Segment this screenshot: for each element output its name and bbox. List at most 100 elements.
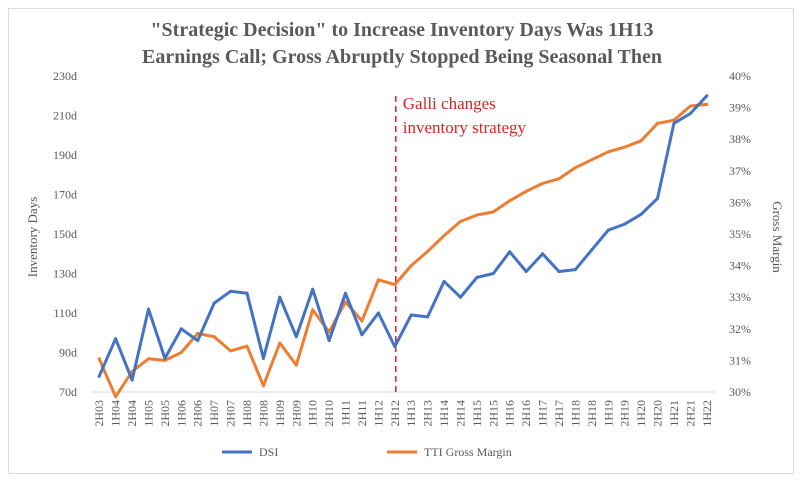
right-tick-label: 38% <box>729 132 751 146</box>
x-tick-label: 2H05 <box>158 400 172 427</box>
gross-margin-point <box>557 177 561 181</box>
x-tick-label: 2H07 <box>224 400 238 427</box>
x-tick-label: 2H03 <box>92 400 106 427</box>
x-tick-label: 2H17 <box>552 400 566 427</box>
gross-margin-point <box>639 139 643 143</box>
x-tick-label: 1H11 <box>339 400 353 426</box>
x-tick-label: 1H19 <box>601 400 615 427</box>
dsi-point <box>409 313 413 317</box>
dsi-point <box>376 311 380 315</box>
left-tick-label: 90d <box>59 346 77 360</box>
dsi-point <box>311 287 315 291</box>
left-tick-label: 170d <box>53 188 77 202</box>
gross-margin-point <box>147 357 150 361</box>
annotation-line-2: inventory strategy <box>403 118 527 137</box>
chart-title-line-2: Earnings Call; Gross Abruptly Stopped Be… <box>142 46 662 68</box>
dsi-point <box>442 279 446 283</box>
gross-margin-point <box>261 384 265 388</box>
gross-margin-point <box>459 219 462 223</box>
x-tick-label: 2H16 <box>519 400 533 427</box>
right-tick-label: 33% <box>729 290 751 304</box>
gross-margin-point <box>508 199 512 203</box>
x-tick-label: 1H05 <box>141 400 155 427</box>
gross-margin-point <box>688 104 692 108</box>
gross-margin-point <box>229 349 233 353</box>
dsi-point <box>245 291 249 295</box>
gross-margin-point <box>196 332 200 335</box>
dsi-point <box>557 270 561 273</box>
dsi-point <box>294 335 298 339</box>
gross-margin-point <box>606 150 610 154</box>
gross-margin-point <box>327 330 331 334</box>
x-tick-label: 1H18 <box>568 400 582 427</box>
left-tick-label: 230d <box>53 69 77 83</box>
right-tick-label: 35% <box>729 227 751 241</box>
x-tick-label: 2H21 <box>683 400 697 427</box>
gross-margin-point <box>245 344 249 348</box>
x-tick-label: 2H10 <box>322 400 336 427</box>
dsi-point <box>147 307 150 311</box>
dsi-point <box>426 315 430 319</box>
dsi-point <box>114 337 118 341</box>
dsi-point <box>196 339 200 343</box>
dsi-point <box>491 272 495 275</box>
left-tick-label: 130d <box>53 267 77 281</box>
x-tick-label: 2H06 <box>191 400 205 427</box>
gross-margin-point <box>278 341 282 345</box>
legend-gross-margin-label: TTI Gross Margin <box>424 445 512 459</box>
gross-margin-point <box>393 283 397 287</box>
dsi-point <box>639 212 643 216</box>
dsi-series-line <box>97 94 709 382</box>
gross-margin-point <box>426 249 430 253</box>
chart-canvas: "Strategic Decision" to Increase Invento… <box>25 19 785 459</box>
gross-margin-point <box>179 351 183 354</box>
x-tick-label: 1H12 <box>371 400 385 427</box>
dsi-point <box>623 222 627 226</box>
right-tick-label: 31% <box>729 353 751 367</box>
left-tick-label: 150d <box>53 227 77 241</box>
left-axis-label: Inventory Days <box>25 197 40 278</box>
dsi-point <box>360 333 364 337</box>
plot-area: 70d 90d 110d 130d 150d 170d 190d 210d 230d 30% 31%… <box>53 69 751 427</box>
dsi-point <box>541 252 545 256</box>
gross-margin-point <box>360 319 364 323</box>
x-tick-label: 1H17 <box>536 400 550 427</box>
dsi-point <box>393 345 397 349</box>
gross-margin-point <box>656 121 659 125</box>
chart-title-line-1: "Strategic Decision" to Increase Invento… <box>150 19 653 41</box>
x-tick-label: 2H08 <box>256 400 270 427</box>
legend-dsi-label: DSI <box>259 445 278 459</box>
dsi-point <box>656 196 659 200</box>
x-tick-label: 2H13 <box>421 400 435 427</box>
gross-margin-point <box>524 189 528 193</box>
right-tick-label: 36% <box>729 195 751 209</box>
right-tick-label: 40% <box>729 69 751 83</box>
dsi-point <box>163 356 167 360</box>
x-tick-label: 2H14 <box>453 400 467 427</box>
x-tick-label: 1H07 <box>207 400 221 427</box>
left-tick-label: 210d <box>53 109 77 123</box>
gross-margin-point <box>573 166 577 170</box>
x-tick-label: 1H04 <box>109 400 123 427</box>
dsi-point <box>508 250 512 254</box>
x-tick-label: 1H08 <box>240 400 254 427</box>
dsi-point <box>524 270 528 273</box>
x-tick-label: 2H15 <box>486 400 500 427</box>
right-tick-label: 34% <box>729 259 751 273</box>
x-tick-label: 1H20 <box>634 400 648 427</box>
gross-margin-point <box>623 145 627 149</box>
gross-margin-point <box>491 210 495 214</box>
x-tick-label: 1H10 <box>306 400 320 427</box>
x-tick-label: 1H14 <box>437 400 451 427</box>
gross-margin-point <box>590 158 594 162</box>
x-tick-label: 2H20 <box>651 400 665 427</box>
x-tick-label: 2H18 <box>585 400 599 427</box>
gross-margin-point <box>475 213 479 217</box>
x-tick-label: 2H04 <box>125 400 139 427</box>
annotation-line-1: Galli changes <box>403 94 496 113</box>
dsi-point <box>229 289 233 293</box>
dsi-point <box>672 121 676 125</box>
right-tick-label: 32% <box>729 322 751 336</box>
x-tick-label: 1H16 <box>503 400 517 427</box>
left-tick-label: 190d <box>53 148 77 162</box>
